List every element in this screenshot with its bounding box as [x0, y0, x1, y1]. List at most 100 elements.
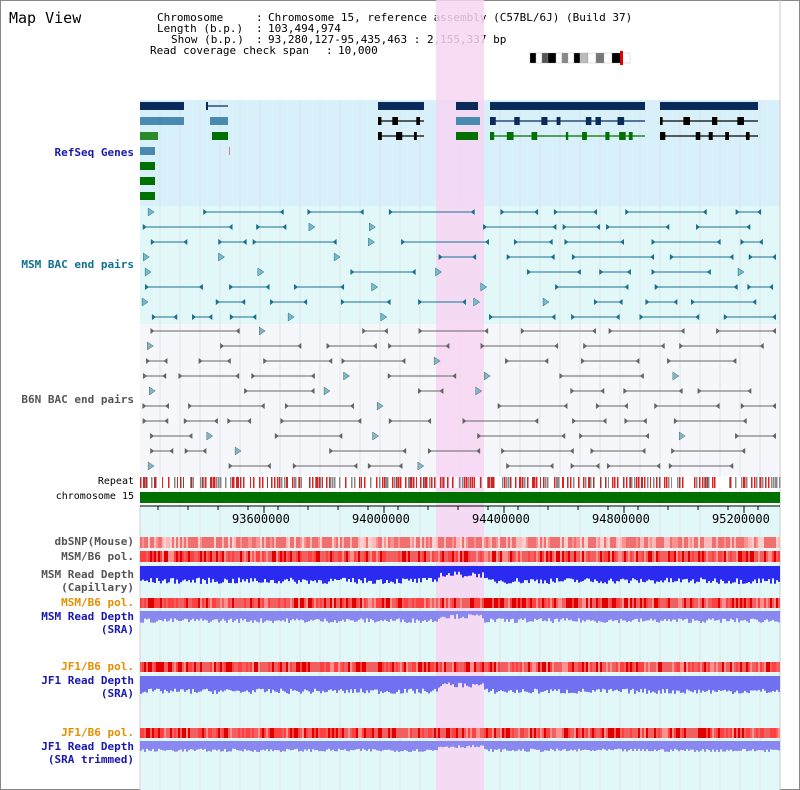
- jf1-depth-trim-bar: [522, 741, 524, 749]
- msm-b6-pol-strip: [192, 551, 194, 562]
- jf1-b6-pol-strip: [326, 662, 328, 672]
- track-label-b6n-bac[interactable]: B6N BAC end pairs: [21, 393, 134, 406]
- msm-depth-sra-bar: [288, 611, 290, 623]
- msm-depth-cap-bar: [410, 566, 412, 579]
- track-label-jf1-depth-sra[interactable]: JF1 Read Depth: [41, 674, 134, 687]
- jf1-depth-sra-bar: [500, 676, 502, 691]
- msm-depth-cap-bar: [614, 566, 616, 584]
- jf1-depth-trim-bar: [588, 741, 590, 750]
- msm-depth-sra-bar: [762, 611, 764, 623]
- jf1-b6-pol-trim-strip: [758, 728, 760, 738]
- msm-b6-pol-strip: [266, 551, 268, 562]
- b6n-bac-pair-end: [164, 418, 169, 424]
- jf1-depth-trim-bar: [660, 741, 662, 750]
- dbsnp-strip: [284, 537, 286, 548]
- track-label-msm-b6-pol-sra[interactable]: MSM/B6 pol.: [61, 596, 134, 609]
- msm-depth-cap-bar: [512, 566, 514, 582]
- b6n-bac-pair-end: [178, 373, 183, 379]
- msm-b6-pol-sra-strip: [372, 598, 374, 608]
- msm-depth-sra-bar: [526, 611, 528, 623]
- msm-depth-cap-bar: [472, 566, 474, 573]
- msm-depth-sra-bar: [280, 611, 282, 622]
- b6n-bac-pair-end: [583, 343, 588, 349]
- msm-b6-pol-sra-strip: [608, 598, 610, 608]
- b6n-bac-pair-end: [149, 386, 156, 396]
- msm-depth-sra-bar: [506, 611, 508, 620]
- msm-depth-sra-bar: [308, 611, 310, 622]
- jf1-depth-trim-bar: [406, 741, 408, 751]
- msm-depth-sra-bar: [282, 611, 284, 621]
- jf1-depth-sra-bar: [530, 676, 532, 694]
- jf1-depth-trim-bar: [360, 741, 362, 751]
- jf1-depth-trim-bar: [748, 741, 750, 751]
- msm-depth-cap-bar: [356, 566, 358, 584]
- msm-depth-sra-bar: [316, 611, 318, 620]
- jf1-b6-pol-trim-strip: [438, 728, 440, 738]
- jf1-depth-trim-bar: [670, 741, 672, 750]
- msm-depth-cap-bar: [770, 566, 772, 584]
- dbsnp-strip: [598, 537, 600, 548]
- track-label-msm-depth-sra[interactable]: MSM Read Depth: [41, 610, 134, 623]
- msm-depth-cap-bar: [342, 566, 344, 578]
- msm-b6-pol-strip: [164, 551, 166, 562]
- jf1-depth-sra-bar: [212, 676, 214, 694]
- track-label-refseq[interactable]: RefSeq Genes: [54, 146, 134, 159]
- repeat-feature: [326, 477, 328, 488]
- track-label-jf1-depth-trim[interactable]: JF1 Read Depth: [41, 740, 134, 753]
- repeat-feature: [216, 477, 218, 488]
- chromosome-ideogram-icon: [595, 52, 605, 64]
- jf1-b6-pol-trim-strip: [548, 728, 550, 738]
- b6n-bac-pair-end: [462, 418, 467, 424]
- repeat-feature: [213, 477, 215, 488]
- jf1-depth-sra-bar: [442, 676, 444, 685]
- jf1-depth-trim-bar: [468, 741, 470, 746]
- msm-b6-pol-strip: [462, 551, 464, 562]
- msm-b6-pol-sra-strip: [586, 598, 588, 608]
- jf1-depth-sra-bar: [304, 676, 306, 690]
- jf1-b6-pol-trim-strip: [334, 728, 336, 738]
- msm-depth-cap-bar: [600, 566, 602, 582]
- jf1-b6-pol-strip: [334, 662, 336, 672]
- jf1-b6-pol-strip: [646, 662, 648, 672]
- jf1-depth-trim-bar: [366, 741, 368, 751]
- msm-depth-sra-bar: [496, 611, 498, 620]
- track-label-msm-bac[interactable]: MSM BAC end pairs: [21, 258, 134, 271]
- msm-b6-pol-strip: [216, 551, 218, 562]
- msm-b6-pol-sra-strip: [180, 598, 182, 608]
- msm-depth-cap-bar: [556, 566, 558, 579]
- msm-b6-pol-strip: [278, 551, 280, 562]
- jf1-b6-pol-strip: [148, 662, 150, 672]
- msm-b6-pol-sra-strip: [408, 598, 410, 608]
- jf1-depth-trim-bar: [352, 741, 354, 751]
- msm-b6-pol-sra-strip: [456, 598, 458, 608]
- jf1-depth-trim-bar: [268, 741, 270, 752]
- track-label-dbsnp[interactable]: dbSNP(Mouse): [54, 535, 134, 548]
- msm-b6-pol-strip: [652, 551, 654, 562]
- jf1-b6-pol-strip: [558, 662, 560, 672]
- track-label-msm-depth-cap[interactable]: MSM Read Depth: [41, 568, 134, 581]
- dbsnp-strip: [514, 537, 516, 548]
- msm-depth-sra-bar: [266, 611, 268, 621]
- b6n-bac-pair-end: [484, 328, 489, 334]
- msm-depth-sra-bar: [566, 611, 568, 619]
- msm-b6-pol-strip: [198, 551, 200, 562]
- dbsnp-strip: [696, 537, 698, 548]
- msm-depth-cap-bar: [314, 566, 316, 581]
- jf1-b6-pol-trim-strip: [522, 728, 524, 738]
- msm-b6-pol-strip: [772, 551, 774, 562]
- jf1-depth-trim-bar: [242, 741, 244, 752]
- track-label-jf1-b6-pol-trim[interactable]: JF1/B6 pol.: [61, 726, 134, 739]
- msm-depth-sra-bar: [682, 611, 684, 621]
- msm-depth-sra-bar: [652, 611, 654, 621]
- jf1-depth-trim-bar: [492, 741, 494, 752]
- track-label-jf1-b6-pol-sra[interactable]: JF1/B6 pol.: [61, 660, 134, 673]
- msm-b6-pol-strip: [738, 551, 740, 562]
- jf1-b6-pol-trim-strip: [304, 728, 306, 738]
- track-label-msm-b6-pol-cap[interactable]: MSM/B6 pol.: [61, 550, 134, 563]
- dbsnp-strip: [524, 537, 526, 548]
- dbsnp-strip: [654, 537, 656, 548]
- jf1-b6-pol-strip: [402, 662, 404, 672]
- msm-b6-pol-strip: [240, 551, 242, 562]
- repeat-feature: [452, 477, 454, 488]
